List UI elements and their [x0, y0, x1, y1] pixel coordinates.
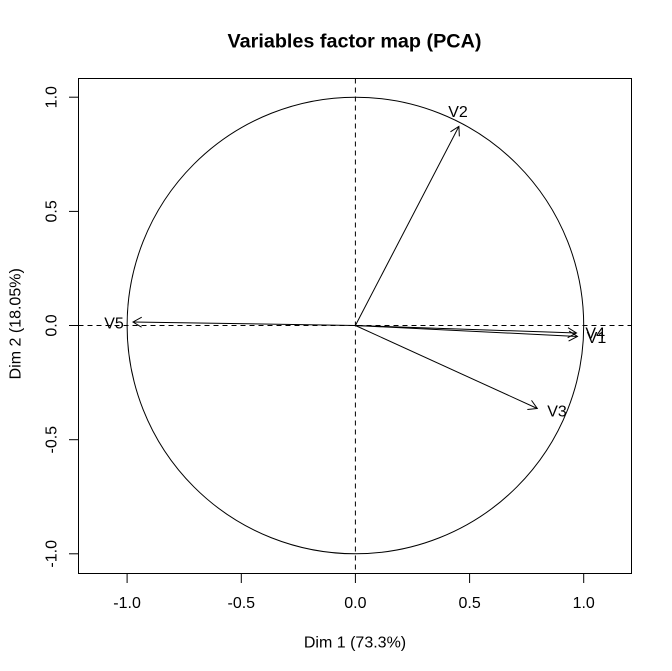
svg-text:-0.5: -0.5	[228, 595, 256, 612]
svg-text:V5: V5	[104, 315, 124, 332]
svg-text:1.0: 1.0	[44, 86, 61, 108]
svg-text:V2: V2	[448, 104, 468, 121]
svg-text:V3: V3	[547, 404, 567, 421]
svg-text:0.5: 0.5	[458, 595, 480, 612]
svg-text:0.0: 0.0	[344, 595, 366, 612]
svg-text:-1.0: -1.0	[113, 595, 141, 612]
svg-text:0.0: 0.0	[44, 314, 61, 336]
svg-text:0.5: 0.5	[44, 200, 61, 222]
svg-text:-1.0: -1.0	[44, 540, 61, 568]
svg-text:Dim 2 (18.05%): Dim 2 (18.05%)	[8, 268, 25, 379]
svg-text:V1: V1	[587, 330, 607, 347]
svg-text:-0.5: -0.5	[44, 426, 61, 454]
svg-text:V4: V4	[585, 326, 605, 343]
svg-text:Variables factor map (PCA): Variables factor map (PCA)	[228, 31, 482, 53]
svg-text:1.0: 1.0	[573, 595, 595, 612]
svg-text:Dim 1 (73.3%): Dim 1 (73.3%)	[304, 634, 406, 651]
